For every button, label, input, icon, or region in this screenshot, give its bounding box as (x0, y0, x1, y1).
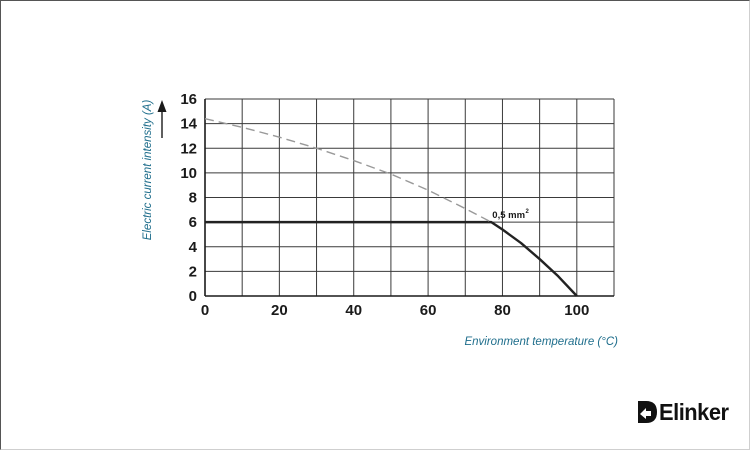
brand-logo: Elinker (636, 396, 732, 428)
brand-name: Elinker (659, 398, 729, 425)
y-tick-label: 4 (189, 239, 198, 256)
x-axis-label: Environment temperature (°C) (464, 336, 618, 348)
x-tick-label: 100 (564, 302, 589, 319)
x-tick-label: 0 (201, 302, 209, 319)
y-tick-label: 6 (189, 214, 197, 231)
x-tick-label: 40 (345, 302, 362, 319)
elinker-logo-icon (638, 401, 657, 423)
x-tick-label: 80 (494, 302, 511, 319)
x-tick-labels: 0 20 40 60 80 100 (201, 302, 590, 319)
chart-grid (204, 98, 615, 297)
y-axis-label: Electric current intensity (A) (142, 100, 154, 241)
y-tick-label: 2 (189, 263, 197, 280)
annotation-superscript: 2 (526, 209, 530, 215)
y-tick-label: 16 (180, 91, 197, 108)
y-tick-labels: 0 2 4 6 8 10 12 14 16 (180, 91, 197, 305)
y-tick-label: 10 (180, 165, 197, 182)
series-solid-line (205, 220, 578, 297)
y-axis-arrow (157, 100, 167, 138)
y-tick-label: 0 (189, 288, 197, 305)
annotation-label: 0,5 mm (492, 210, 525, 221)
y-tick-label: 8 (189, 190, 197, 207)
chart-annotations: 0,5 mm 2 (492, 209, 529, 221)
x-tick-label: 60 (420, 302, 437, 319)
x-tick-label: 20 (271, 302, 288, 319)
series-dashed-line (204, 118, 492, 223)
y-tick-label: 14 (180, 116, 197, 133)
chart-series (204, 118, 578, 297)
y-tick-label: 12 (180, 140, 197, 157)
